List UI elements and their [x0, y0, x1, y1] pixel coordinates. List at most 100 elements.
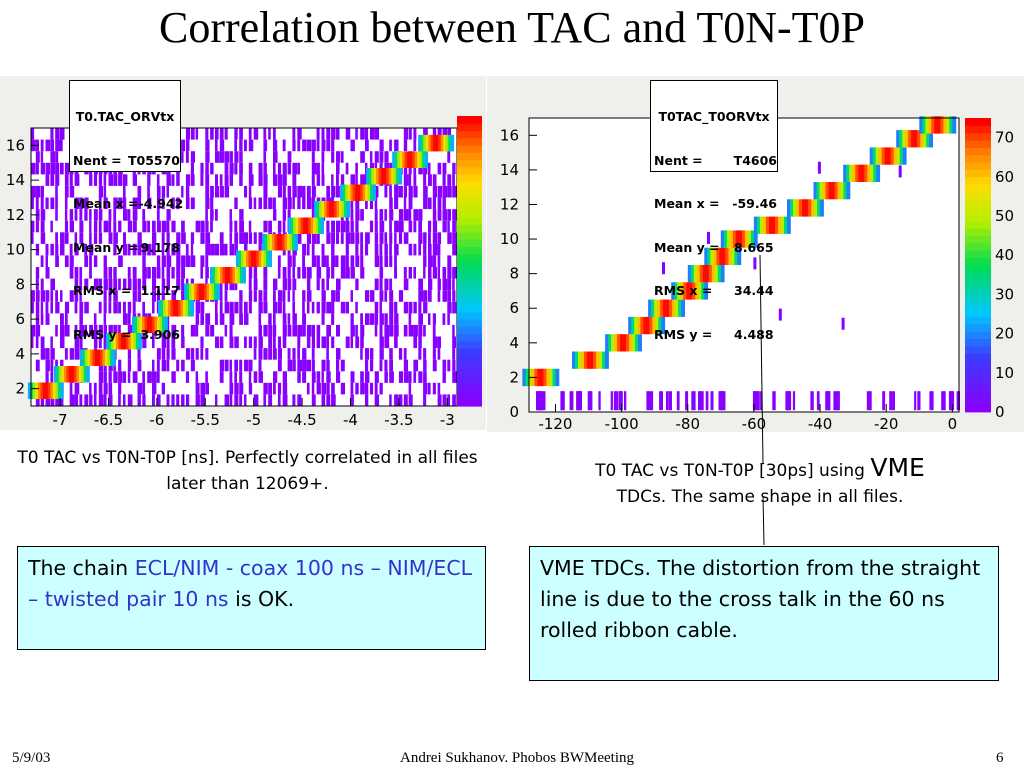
- background-cell: [941, 391, 946, 411]
- background-cell: [326, 128, 331, 140]
- background-cell: [64, 174, 69, 186]
- background-cell: [248, 371, 252, 383]
- band-cell: [409, 151, 414, 168]
- color-scale-cell: [965, 118, 991, 126]
- band-cell: [173, 300, 177, 317]
- background-cell: [365, 348, 369, 360]
- band-cell: [672, 299, 676, 317]
- background-cell: [389, 220, 392, 233]
- background-cell: [118, 220, 122, 233]
- x-tick-label: -4: [343, 411, 358, 429]
- band-cell: [79, 349, 84, 366]
- background-cell: [428, 243, 432, 256]
- band-cell: [175, 300, 179, 317]
- background-cell: [253, 197, 257, 210]
- background-cell: [205, 243, 211, 256]
- background-cell: [60, 128, 65, 140]
- band-cell: [189, 283, 193, 300]
- background-cell: [166, 267, 171, 279]
- background-cell: [587, 391, 591, 411]
- background-cell: [616, 391, 619, 411]
- background-cell: [384, 255, 389, 267]
- background-cell: [569, 391, 574, 411]
- background-cell: [132, 301, 136, 314]
- background-cell: [185, 197, 190, 210]
- band-cell: [45, 382, 49, 399]
- background-cell: [326, 324, 331, 337]
- band-cell: [107, 349, 111, 366]
- band-cell: [105, 333, 110, 350]
- background-cell: [423, 382, 428, 395]
- background-cell: [248, 382, 253, 395]
- x-tick-label: -4.5: [287, 411, 316, 429]
- background-cell: [147, 174, 151, 186]
- background-cell: [277, 185, 282, 198]
- background-cell: [253, 267, 258, 279]
- left-note-pre: The chain: [28, 556, 135, 580]
- background-cell: [437, 255, 441, 267]
- band-cell: [632, 334, 636, 352]
- background-cell: [355, 209, 360, 221]
- band-cell: [677, 282, 681, 300]
- band-cell: [887, 147, 892, 165]
- background-cell: [331, 174, 334, 186]
- background-cell: [379, 336, 384, 349]
- background-cell: [64, 197, 68, 210]
- background-cell: [181, 232, 186, 244]
- y-tick-label: 16: [500, 126, 519, 144]
- color-scale-cell: [965, 228, 991, 237]
- y-tick-label: 8: [509, 265, 519, 283]
- band-cell: [813, 182, 818, 200]
- background-cell: [55, 209, 58, 221]
- band-cell: [796, 199, 800, 217]
- background-cell: [69, 267, 74, 279]
- background-cell: [103, 267, 108, 279]
- band-cell: [399, 151, 404, 168]
- footer-author: Andrei Sukhanov. Phobos BWMeeting: [399, 750, 634, 766]
- background-cell: [161, 220, 167, 233]
- band-cell: [778, 216, 782, 234]
- color-scale-cell: [965, 235, 991, 244]
- left-caption: T0 TAC vs T0N-T0P [ns]. Perfectly correl…: [17, 448, 478, 494]
- band-cell: [931, 116, 936, 134]
- color-scale-cell: [457, 217, 482, 226]
- color-scale-cell: [457, 398, 482, 407]
- background-cell: [836, 391, 840, 411]
- band-cell: [433, 134, 437, 152]
- background-cell: [79, 220, 84, 233]
- background-cell: [418, 220, 422, 233]
- background-cell: [413, 301, 417, 314]
- background-cell: [161, 278, 166, 291]
- background-cell: [219, 232, 224, 244]
- background-cell: [297, 128, 302, 140]
- band-cell: [152, 316, 156, 333]
- background-cell: [418, 232, 423, 244]
- background-cell: [185, 174, 191, 186]
- background-cell: [132, 197, 138, 210]
- background-cell: [176, 359, 180, 372]
- background-cell: [50, 174, 55, 186]
- band-cell: [428, 134, 432, 152]
- background-cell: [374, 243, 379, 256]
- background-cell: [282, 324, 287, 337]
- band-cell: [381, 168, 385, 185]
- background-cell: [224, 174, 229, 186]
- background-cell: [103, 174, 107, 186]
- background-cell: [306, 185, 311, 198]
- y-tick-label: 6: [15, 310, 25, 328]
- band-cell: [194, 283, 198, 300]
- background-cell: [292, 128, 296, 140]
- background-cell: [123, 301, 126, 314]
- background-cell: [45, 267, 50, 279]
- x-tick-label: -6.5: [94, 411, 123, 429]
- band-cell: [846, 182, 851, 200]
- color-scale-cell: [457, 355, 482, 364]
- background-cell: [287, 255, 292, 267]
- background-cell: [316, 232, 320, 244]
- background-cell: [336, 324, 340, 337]
- background-cell: [374, 232, 379, 244]
- band-cell: [872, 147, 877, 165]
- background-cell: [35, 197, 39, 210]
- band-cell: [209, 283, 213, 300]
- band-cell: [292, 234, 296, 251]
